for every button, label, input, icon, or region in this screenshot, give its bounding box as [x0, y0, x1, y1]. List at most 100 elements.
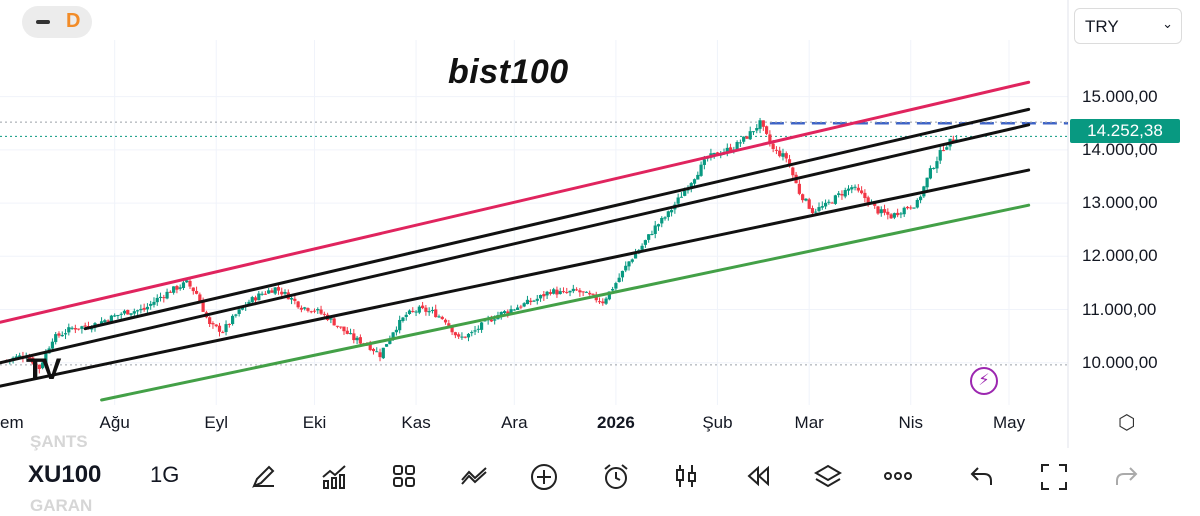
parallel-3-line[interactable]: [0, 168, 1031, 388]
chart-indicator-icon[interactable]: [314, 456, 354, 496]
candle: [748, 126, 752, 141]
candle: [519, 304, 523, 310]
minus-icon[interactable]: [36, 20, 50, 24]
grid-icon[interactable]: [384, 456, 424, 496]
candle: [545, 290, 549, 300]
candle: [679, 192, 684, 198]
candle: [257, 290, 261, 301]
x-tick-label: Kas: [401, 413, 431, 432]
symbol-label[interactable]: XU100: [28, 461, 102, 488]
candle: [185, 279, 189, 284]
rewind-icon[interactable]: [738, 456, 778, 496]
y-tick-label: 15.000,00: [1082, 86, 1158, 106]
candle: [303, 306, 307, 311]
candle: [371, 347, 376, 355]
candle: [227, 323, 231, 328]
candle: [427, 307, 431, 316]
compare-icon[interactable]: [454, 456, 494, 496]
candle: [437, 314, 441, 318]
lightning-icon[interactable]: ⚡: [970, 367, 998, 395]
fullscreen-icon[interactable]: [1034, 456, 1074, 496]
candle: [299, 305, 303, 313]
candle: [175, 284, 179, 294]
candle: [552, 287, 556, 295]
candle: [820, 201, 824, 210]
candle: [67, 323, 71, 336]
candle: [434, 304, 438, 318]
candle: [57, 331, 61, 338]
candle: [778, 146, 782, 158]
candle: [289, 296, 294, 305]
candle: [827, 199, 831, 205]
candle: [63, 329, 68, 340]
candle: [669, 208, 674, 217]
layers-icon[interactable]: [808, 456, 848, 496]
candle: [152, 297, 156, 308]
chart-title: bist100: [448, 53, 569, 91]
candle: [568, 290, 572, 297]
parallel-1-line[interactable]: [83, 107, 1031, 331]
candle: [735, 140, 739, 150]
candle: [404, 312, 408, 321]
undo-icon[interactable]: [962, 456, 1002, 496]
chart-header-pill[interactable]: D: [22, 6, 92, 38]
alarm-clock-icon[interactable]: [596, 456, 636, 496]
candle: [194, 286, 199, 295]
candle: [863, 189, 867, 203]
candle: [850, 184, 854, 194]
candle: [899, 211, 903, 219]
lower-support-line[interactable]: [100, 203, 1031, 402]
candle: [856, 184, 860, 193]
candle: [401, 316, 405, 323]
candle: [925, 177, 929, 192]
candle: [535, 294, 539, 305]
candle: [781, 148, 785, 161]
candle: [647, 234, 651, 243]
candle: [31, 355, 35, 365]
candle: [224, 320, 228, 336]
candle: [817, 202, 821, 213]
more-icon[interactable]: [878, 456, 918, 496]
candle: [335, 325, 340, 329]
candle: [696, 171, 700, 180]
y-tick-label: 11.000,00: [1082, 299, 1157, 319]
candle: [119, 312, 123, 319]
candle: [843, 187, 847, 199]
candle: [538, 294, 543, 302]
candle: [830, 201, 834, 204]
currency-select[interactable]: TRY ⌄: [1074, 8, 1182, 44]
hexagon-settings-icon[interactable]: ⬡: [1118, 412, 1136, 434]
candle: [178, 284, 182, 291]
d-badge[interactable]: D: [66, 10, 81, 32]
candle: [470, 330, 474, 337]
candle: [221, 330, 225, 334]
candle: [774, 146, 779, 155]
upper-channel-line[interactable]: [0, 80, 1031, 324]
redo-icon[interactable]: [1106, 456, 1146, 496]
x-tick-label: May: [992, 413, 1026, 432]
candle: [77, 328, 81, 331]
candle: [139, 304, 143, 314]
candle: [352, 329, 356, 344]
candle: [407, 309, 412, 315]
candle: [417, 305, 421, 315]
candle: [155, 294, 159, 306]
candles-icon[interactable]: [666, 456, 706, 496]
y-tick-label: 14.000,00: [1082, 139, 1158, 159]
candle: [755, 124, 759, 134]
currency-value: TRY: [1085, 17, 1119, 36]
candle: [135, 309, 140, 316]
candle: [113, 313, 117, 318]
price-chart[interactable]: [0, 0, 1200, 448]
candle: [267, 287, 271, 294]
x-tick-label: Şub: [702, 413, 733, 432]
trend-lines[interactable]: [0, 80, 1031, 402]
pencil-icon[interactable]: [244, 456, 284, 496]
chevron-down-icon: ⌄: [1162, 16, 1173, 31]
parallel-2-line[interactable]: [0, 123, 1031, 365]
interval-label[interactable]: 1G: [150, 462, 180, 487]
candle: [296, 300, 300, 309]
plus-circle-icon[interactable]: [524, 456, 564, 496]
candle: [555, 286, 559, 298]
candle: [40, 360, 45, 370]
